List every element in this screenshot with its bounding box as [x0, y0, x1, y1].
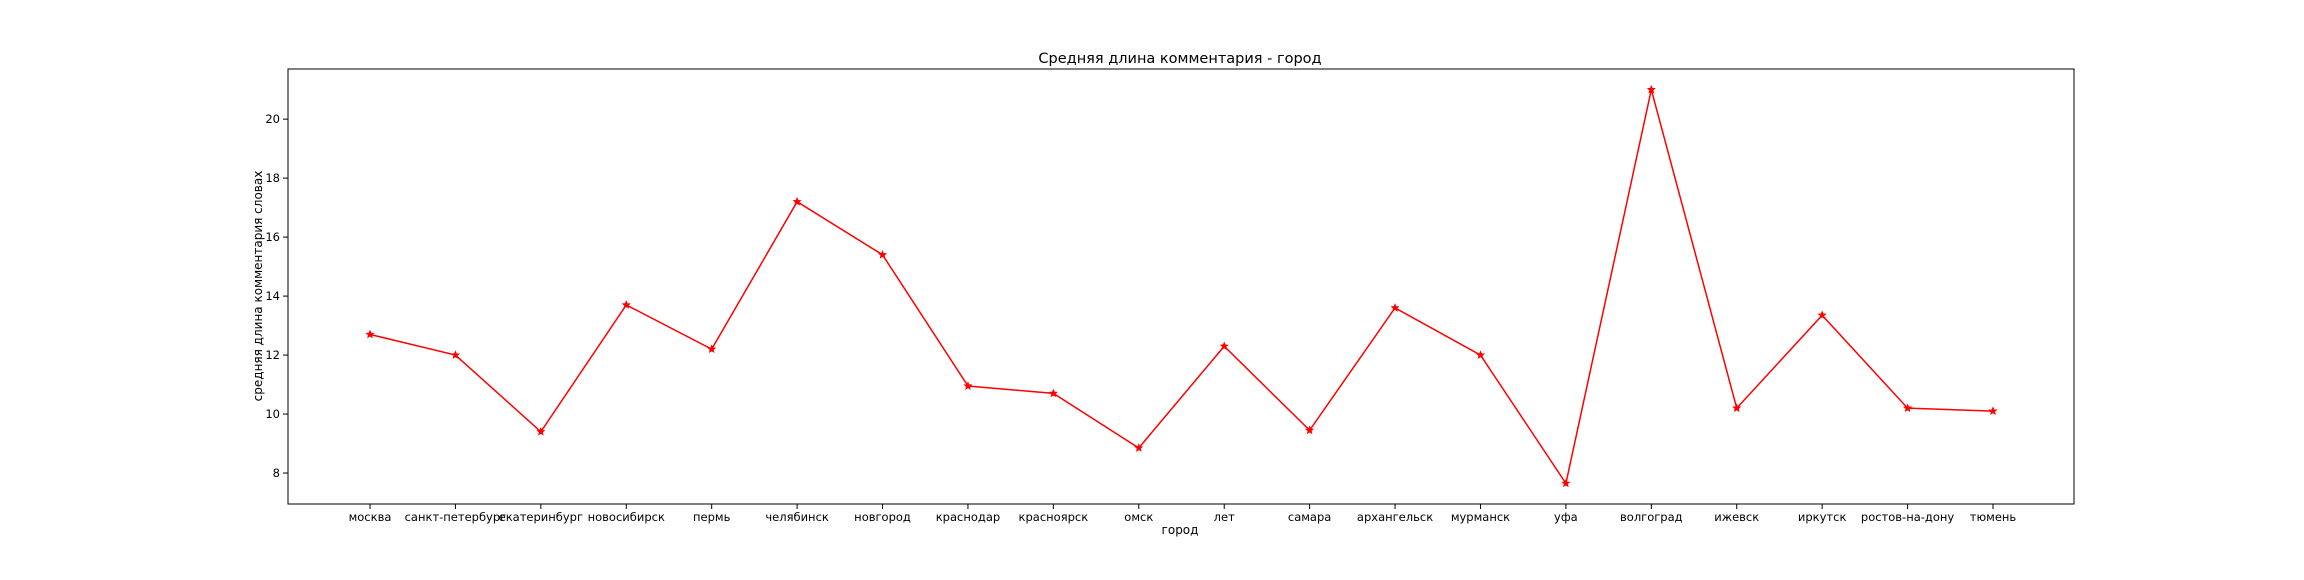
x-tick-label: новгород	[854, 510, 911, 524]
chart-title: Средняя длина комментария - город	[1038, 51, 1321, 67]
y-axis-label: средняя длина комментария словах	[251, 171, 265, 402]
x-tick-label: пермь	[693, 510, 731, 524]
x-tick-label: челябинск	[765, 510, 829, 524]
data-point-marker	[707, 344, 717, 354]
data-point-marker	[536, 426, 546, 436]
x-tick-label: лет	[1214, 510, 1235, 524]
data-point-marker	[963, 381, 973, 390]
y-tick-label: 16	[265, 230, 280, 244]
data-point-marker	[621, 300, 631, 309]
y-tick-label: 18	[265, 171, 280, 185]
data-point-marker	[1561, 478, 1571, 488]
x-tick-label: екатеринбург	[499, 510, 583, 524]
data-point-marker	[1134, 443, 1144, 452]
data-point-marker	[1305, 425, 1315, 435]
x-tick-label: ростов-на-дону	[1861, 510, 1955, 524]
x-tick-label: архангельск	[1357, 510, 1433, 524]
x-tick-label: краснодар	[936, 510, 1000, 524]
x-tick-label: самара	[1288, 510, 1331, 524]
x-tick-label: санкт-петербург	[405, 510, 507, 524]
data-point-marker	[1390, 303, 1400, 312]
x-tick-label: красноярск	[1019, 510, 1089, 524]
data-point-marker	[1646, 84, 1656, 94]
data-point-marker	[1903, 403, 1913, 413]
plot-series	[365, 84, 1998, 488]
x-tick-label: новосибирск	[588, 510, 665, 524]
data-point-marker	[450, 350, 460, 359]
data-point-marker	[1048, 388, 1058, 398]
data-point-marker	[1219, 341, 1229, 351]
data-point-marker	[1732, 403, 1742, 413]
x-tick-label: волгоград	[1620, 510, 1683, 524]
plot-area-frame	[287, 68, 2075, 505]
data-point-marker	[1817, 310, 1827, 320]
y-tick-label: 12	[265, 348, 280, 362]
y-tick-label: 10	[265, 407, 280, 421]
data-point-marker	[877, 250, 888, 259]
x-axis-label: город	[1162, 523, 1199, 537]
x-tick-label: омск	[1124, 510, 1153, 524]
y-tick-label: 8	[273, 466, 280, 480]
x-tick-label: тюмень	[1970, 510, 2017, 524]
data-point-marker	[1988, 406, 1998, 415]
y-tick-label: 14	[265, 289, 280, 303]
data-point-marker	[792, 196, 802, 206]
x-tick-label: мурманск	[1451, 510, 1510, 524]
y-tick-label: 20	[265, 112, 280, 126]
x-tick-label: уфа	[1554, 510, 1578, 524]
x-tick-label: ижевск	[1714, 510, 1759, 524]
series-line	[369, 89, 1994, 486]
data-point-marker	[365, 329, 375, 339]
x-tick-label: иркутск	[1798, 510, 1847, 524]
data-point-marker	[1475, 350, 1486, 359]
y-axis-ticks: 8 10 12 14 16 18 20	[265, 112, 288, 480]
x-tick-label: москва	[349, 510, 392, 524]
